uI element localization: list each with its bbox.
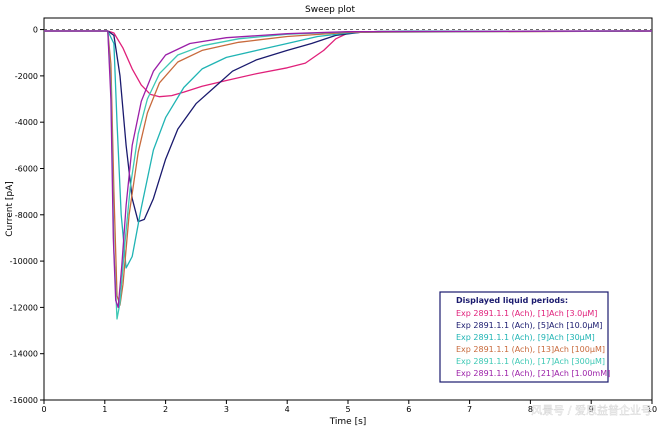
chart-title: Sweep plot [305, 5, 355, 15]
x-axis-label: Time [s] [329, 417, 367, 426]
watermark: 风景号 / 爱思益普企业号 [531, 403, 652, 417]
y-tick-label: -14000 [10, 350, 38, 359]
x-tick-label: 4 [285, 405, 290, 414]
legend-items: Exp 2891.1.1 (Ach), [1]Ach [3.0µM] Exp 28… [456, 309, 610, 378]
x-tick-label: 0 [41, 405, 46, 414]
series-line-4 [44, 30, 653, 306]
series-line-3 [44, 30, 653, 269]
series-lines [44, 30, 653, 320]
y-axis-ticks: 0 -2000 -4000 -6000 -8000 -10000 -12000 -14000 -… [10, 26, 44, 405]
x-tick-label: 8 [528, 405, 533, 414]
series-line-1 [44, 30, 653, 98]
x-axis-ticks: 0 1 2 3 4 5 6 7 8 9 10 [41, 400, 657, 414]
y-axis-label: Current [pA] [5, 181, 15, 237]
legend: Displayed liquid periods: Exp 2891.1.1 (… [439, 291, 610, 383]
y-tick-label: -12000 [10, 303, 38, 312]
y-tick-label: -10000 [10, 257, 38, 266]
series-line-2 [44, 30, 653, 223]
y-tick-label: -16000 [10, 396, 38, 405]
y-tick-label: -6000 [15, 164, 38, 173]
legend-title: Displayed liquid periods: [456, 296, 568, 305]
legend-entry-2: Exp 2891.1.1 (Ach), [5]Ach [10.0µM] [456, 321, 602, 330]
y-tick-label: 0 [33, 26, 38, 35]
series-line-6 [44, 30, 653, 309]
x-tick-label: 1 [102, 405, 107, 414]
legend-entry-3: Exp 2891.1.1 (Ach), [9]Ach [30µM] [456, 333, 595, 342]
y-tick-label: -2000 [15, 72, 38, 81]
x-tick-label: 6 [406, 405, 411, 414]
legend-box [439, 291, 609, 383]
legend-entry-6: Exp 2891.1.1 (Ach), [21]Ach [1.00mM] [456, 369, 610, 378]
x-tick-label: 10 [647, 405, 657, 414]
x-tick-label: 2 [163, 405, 168, 414]
x-tick-label: 3 [224, 405, 229, 414]
legend-entry-4: Exp 2891.1.1 (Ach), [13]Ach [100µM] [456, 345, 605, 354]
x-tick-label: 9 [589, 405, 594, 414]
legend-entry-1: Exp 2891.1.1 (Ach), [1]Ach [3.0µM] [456, 309, 597, 318]
x-tick-label: 7 [467, 405, 472, 414]
y-tick-label: -4000 [15, 118, 38, 127]
legend-entry-5: Exp 2891.1.1 (Ach), [17]Ach [300µM] [456, 357, 605, 366]
x-tick-label: 5 [345, 405, 350, 414]
y-tick-label: -8000 [15, 211, 38, 220]
